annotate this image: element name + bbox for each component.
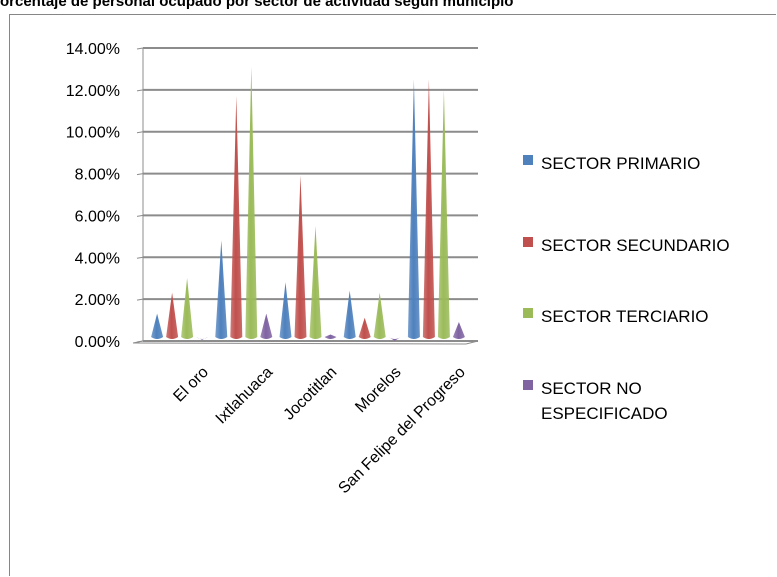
cone-bar — [358, 317, 371, 339]
x-tick-label: Jocotitlan — [281, 364, 341, 424]
chart-title: orcentaje de personal ocupado por sector… — [0, 0, 514, 10]
legend-item-sector-no-especificado: SECTOR NO ESPECIFICADO — [523, 376, 723, 426]
y-tick-mark — [136, 131, 144, 134]
cone-bar — [294, 175, 307, 339]
legend-label-sector-terciario: SECTOR TERCIARIO — [541, 307, 709, 326]
cone-bar — [230, 95, 243, 339]
axes — [132, 47, 479, 345]
cone-bars — [151, 66, 465, 341]
y-tick-mark — [136, 173, 144, 176]
y-tick-label: 12.00% — [66, 83, 120, 100]
y-tick-label: 6.00% — [75, 208, 120, 225]
legend-item-sector-secundario: SECTOR SECUNDARIO — [523, 233, 730, 258]
cone-bar — [260, 313, 273, 339]
y-axis-tick-labels: 0.00% 2.00% 4.00% 6.00% 8.00% 10.00% 12.00% 14.… — [66, 41, 120, 351]
legend-item-sector-terciario: SECTOR TERCIARIO — [523, 304, 709, 329]
y-tick-label: 10.00% — [66, 125, 120, 142]
cone-bar — [437, 89, 450, 340]
y-tick-mark — [136, 89, 144, 92]
y-tick-label: 4.00% — [75, 250, 120, 267]
x-tick-label: Ixtlahuaca — [213, 364, 277, 428]
legend-swatch-sector-terciario — [523, 308, 533, 318]
y-tick-mark — [136, 256, 144, 259]
y-tick-mark — [136, 298, 144, 301]
legend-label-sector-primario: SECTOR PRIMARIO — [541, 154, 701, 173]
y-tick-label: 0.00% — [75, 334, 120, 351]
legend-swatch-sector-secundario — [523, 237, 533, 247]
y-tick-mark — [136, 340, 144, 343]
axis-line — [132, 342, 467, 345]
x-tick-label: San Felipe del Progreso — [335, 364, 468, 497]
cone-bar — [279, 282, 292, 339]
legend-swatch-sector-primario — [523, 155, 533, 165]
y-tick-mark — [136, 214, 144, 217]
cone-bar — [215, 240, 228, 339]
cone-bar — [309, 225, 322, 339]
cone-bar — [452, 321, 465, 339]
cone-bar — [166, 292, 179, 339]
y-tick-label: 8.00% — [75, 167, 120, 184]
cone-bar — [407, 79, 420, 339]
cone-bar — [245, 66, 258, 340]
cone-bar — [388, 337, 401, 341]
cone-bar — [324, 334, 337, 339]
y-tick-label: 14.00% — [66, 41, 120, 58]
cone-bar — [181, 278, 194, 339]
legend-swatch-sector-no-especificado — [523, 380, 533, 390]
cone-bar — [343, 290, 356, 339]
chart-area — [9, 14, 776, 576]
axis-line — [465, 340, 479, 345]
cone-bar — [151, 313, 164, 339]
legend-item-sector-primario: SECTOR PRIMARIO — [523, 151, 700, 176]
cone-bar — [422, 79, 435, 339]
y-tick-label: 2.00% — [75, 292, 120, 309]
cone-bar — [196, 337, 209, 340]
y-tick-mark — [136, 47, 144, 50]
legend-label-sector-secundario: SECTOR SECUNDARIO — [541, 236, 730, 255]
x-tick-label: Morelos — [352, 364, 404, 416]
cone-bar — [373, 292, 386, 339]
legend-label-sector-no-especificado: SECTOR NO ESPECIFICADO — [541, 379, 668, 423]
x-tick-label: El oro — [170, 364, 212, 406]
